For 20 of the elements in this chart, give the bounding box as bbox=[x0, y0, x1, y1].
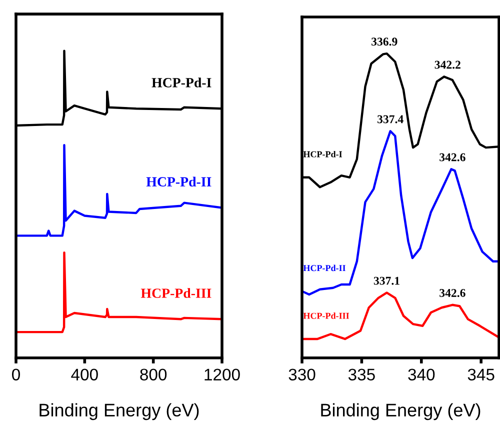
x-axis-title: Binding Energy (eV) bbox=[321, 403, 480, 420]
x-tick-label: 0 bbox=[12, 368, 20, 380]
series-label: HCP-Pd-III bbox=[140, 288, 212, 298]
x-tick-label: 1200 bbox=[204, 368, 240, 380]
series-label: HCP-Pd-I bbox=[152, 78, 212, 88]
x-tick-label: 335 bbox=[348, 368, 375, 380]
x-tick-label: 400 bbox=[71, 368, 98, 380]
series-label: HCP-Pd-I bbox=[303, 150, 342, 158]
annotation: 342.6 bbox=[440, 289, 466, 297]
x-axis-title: Binding Energy (eV) bbox=[40, 403, 199, 420]
annotation: 337.1 bbox=[374, 276, 400, 285]
annotation: 342.2 bbox=[434, 60, 460, 69]
x-tick-label: 800 bbox=[140, 368, 167, 380]
series-label: HCP-Pd-II bbox=[146, 176, 212, 187]
annotation: 337.4 bbox=[378, 115, 404, 124]
x-tick-label: 345 bbox=[468, 368, 494, 380]
x-tick-label: 340 bbox=[408, 368, 435, 380]
x-tick-label: 330 bbox=[288, 368, 316, 380]
annotation: 342.6 bbox=[440, 153, 466, 162]
annotation: 336.9 bbox=[372, 38, 398, 46]
